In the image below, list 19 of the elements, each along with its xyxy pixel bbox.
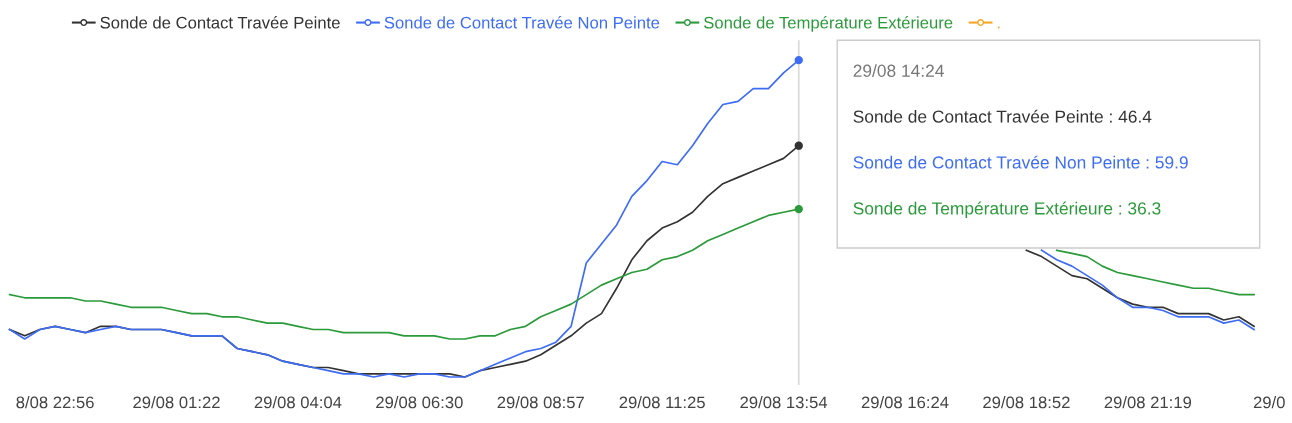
x-tick-label: 29/08 08:57 bbox=[497, 396, 584, 409]
annotation: Sonde de Contact Travée Non Peinte : 59.9 bbox=[853, 155, 1188, 169]
legend-label: . bbox=[997, 26, 1000, 29]
x-tick-label: 29/08 18:52 bbox=[983, 396, 1070, 409]
x-tick-label: 8/08 22:56 bbox=[16, 396, 94, 409]
legend-label: Sonde de Contact Travée Non Peinte bbox=[384, 16, 660, 29]
annotation: Sonde de Contact Travée Peinte : 46.4 bbox=[853, 109, 1152, 123]
legend-label: Sonde de Température Extérieure bbox=[704, 16, 953, 32]
x-tick-label: 29/08 01:22 bbox=[133, 396, 220, 409]
x-tick-label: 29/08 21:19 bbox=[1104, 396, 1192, 409]
x-tick-label: 29/0 bbox=[1253, 396, 1285, 409]
annotation: Sonde de Température Extérieure : 36.3 bbox=[853, 201, 1161, 218]
x-tick-label: 29/08 11:25 bbox=[619, 396, 705, 409]
x-tick-label: 29/08 06:30 bbox=[376, 396, 463, 409]
x-tick-label: 29/08 04:04 bbox=[254, 396, 342, 409]
annotation: 29/08 14:24 bbox=[853, 64, 944, 77]
x-tick-label: 29/08 16:24 bbox=[861, 396, 949, 409]
legend-label: Sonde de Contact Travée Peinte bbox=[100, 16, 340, 29]
x-tick-label: 29/08 13:54 bbox=[740, 396, 828, 409]
